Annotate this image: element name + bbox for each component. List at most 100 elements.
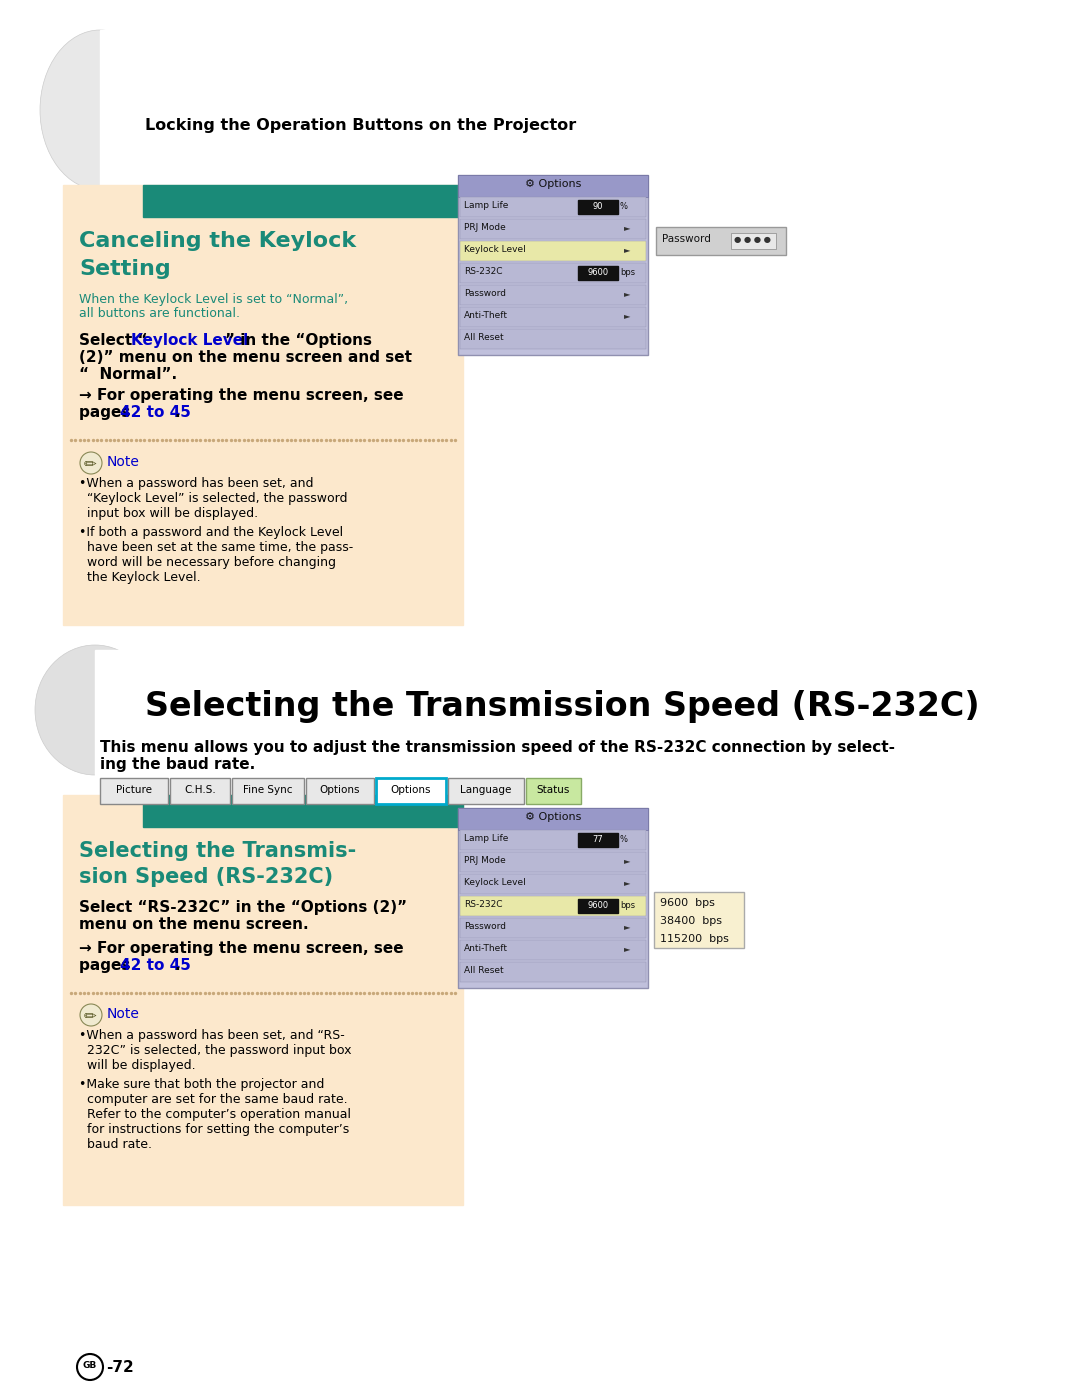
Text: ►: ► bbox=[624, 244, 631, 254]
Text: 90: 90 bbox=[593, 203, 604, 211]
Bar bbox=[460, 219, 646, 239]
Point bbox=[303, 429, 321, 451]
Text: Anti-Theft: Anti-Theft bbox=[464, 312, 508, 320]
Point bbox=[399, 429, 416, 451]
Point bbox=[71, 982, 89, 1004]
Point bbox=[97, 429, 114, 451]
Point bbox=[71, 429, 89, 451]
Text: pages: pages bbox=[79, 958, 136, 972]
Text: Status: Status bbox=[537, 785, 569, 795]
Point bbox=[162, 429, 179, 451]
Point bbox=[407, 429, 424, 451]
Point bbox=[162, 982, 179, 1004]
Text: Password: Password bbox=[464, 922, 507, 930]
Point bbox=[312, 982, 329, 1004]
Text: 9600  bps: 9600 bps bbox=[660, 898, 715, 908]
Text: Select “: Select “ bbox=[79, 332, 148, 348]
Point bbox=[136, 982, 153, 1004]
Text: 42 to 45: 42 to 45 bbox=[120, 958, 191, 972]
Text: 232C” is selected, the password input box: 232C” is selected, the password input bo… bbox=[79, 1044, 351, 1058]
Text: will be displayed.: will be displayed. bbox=[79, 1059, 195, 1071]
Point bbox=[433, 429, 450, 451]
Point bbox=[192, 429, 210, 451]
Point bbox=[153, 982, 171, 1004]
Bar bbox=[460, 197, 646, 217]
Point bbox=[97, 982, 114, 1004]
Point bbox=[127, 429, 145, 451]
Text: Select “RS-232C” in the “Options (2)”: Select “RS-232C” in the “Options (2)” bbox=[79, 900, 407, 915]
Point bbox=[257, 429, 274, 451]
Text: pages: pages bbox=[79, 405, 136, 420]
Point bbox=[140, 429, 158, 451]
Point bbox=[123, 429, 140, 451]
Point bbox=[84, 982, 102, 1004]
Point bbox=[114, 429, 132, 451]
Point bbox=[334, 982, 351, 1004]
Point bbox=[381, 429, 399, 451]
Point bbox=[282, 982, 299, 1004]
Text: Selecting the Transmission Speed (RS-232C): Selecting the Transmission Speed (RS-232… bbox=[145, 690, 980, 724]
Text: •When a password has been set, and “RS-: •When a password has been set, and “RS- bbox=[79, 1030, 345, 1042]
Point bbox=[303, 982, 321, 1004]
Text: This menu allows you to adjust the transmission speed of the RS-232C connection : This menu allows you to adjust the trans… bbox=[100, 740, 895, 754]
Point bbox=[175, 982, 192, 1004]
Text: Setting: Setting bbox=[79, 258, 171, 279]
Bar bbox=[460, 330, 646, 349]
Text: Locking the Operation Buttons on the Projector: Locking the Operation Buttons on the Pro… bbox=[145, 117, 577, 133]
Point bbox=[416, 982, 433, 1004]
Point bbox=[373, 429, 390, 451]
Point bbox=[364, 429, 381, 451]
Point bbox=[80, 429, 97, 451]
Point bbox=[429, 429, 446, 451]
Text: Canceling the Keylock: Canceling the Keylock bbox=[79, 231, 356, 251]
Point bbox=[273, 429, 291, 451]
Text: sion Speed (RS-232C): sion Speed (RS-232C) bbox=[79, 868, 333, 887]
Point bbox=[351, 429, 368, 451]
Point bbox=[377, 982, 394, 1004]
Point bbox=[166, 982, 184, 1004]
Point bbox=[325, 982, 342, 1004]
Point bbox=[218, 429, 235, 451]
Bar bbox=[458, 807, 648, 830]
Point bbox=[235, 429, 253, 451]
Bar bbox=[232, 778, 303, 805]
Bar bbox=[578, 265, 618, 279]
Point bbox=[205, 429, 222, 451]
Bar bbox=[143, 795, 463, 827]
Point bbox=[437, 982, 455, 1004]
Point bbox=[110, 429, 127, 451]
Point bbox=[205, 982, 222, 1004]
Point bbox=[123, 982, 140, 1004]
Point bbox=[338, 429, 355, 451]
Point bbox=[171, 429, 188, 451]
Point bbox=[416, 429, 433, 451]
Point bbox=[342, 982, 360, 1004]
Point bbox=[192, 982, 210, 1004]
Text: baud rate.: baud rate. bbox=[79, 1139, 152, 1151]
Text: Keylock Level: Keylock Level bbox=[464, 244, 526, 254]
Point bbox=[188, 982, 205, 1004]
Text: .: . bbox=[174, 958, 179, 972]
Bar bbox=[63, 184, 463, 624]
Text: ⚙ Options: ⚙ Options bbox=[525, 179, 581, 189]
Point bbox=[76, 982, 93, 1004]
Point bbox=[110, 982, 127, 1004]
Text: 38400  bps: 38400 bps bbox=[660, 916, 723, 926]
Point bbox=[403, 982, 420, 1004]
Point bbox=[442, 982, 459, 1004]
Point bbox=[132, 429, 149, 451]
Text: Note: Note bbox=[107, 1007, 140, 1021]
Text: computer are set for the same baud rate.: computer are set for the same baud rate. bbox=[79, 1092, 348, 1106]
Point bbox=[347, 982, 364, 1004]
Point bbox=[394, 982, 411, 1004]
Text: 77: 77 bbox=[593, 835, 604, 844]
Text: Language: Language bbox=[460, 785, 512, 795]
Text: → For operating the menu screen, see: → For operating the menu screen, see bbox=[79, 388, 404, 402]
Bar bbox=[578, 833, 618, 847]
Text: bps: bps bbox=[620, 268, 635, 277]
Point bbox=[433, 982, 450, 1004]
Point bbox=[244, 429, 261, 451]
Text: Lamp Life: Lamp Life bbox=[464, 201, 509, 210]
Point bbox=[253, 982, 270, 1004]
Point bbox=[67, 429, 84, 451]
